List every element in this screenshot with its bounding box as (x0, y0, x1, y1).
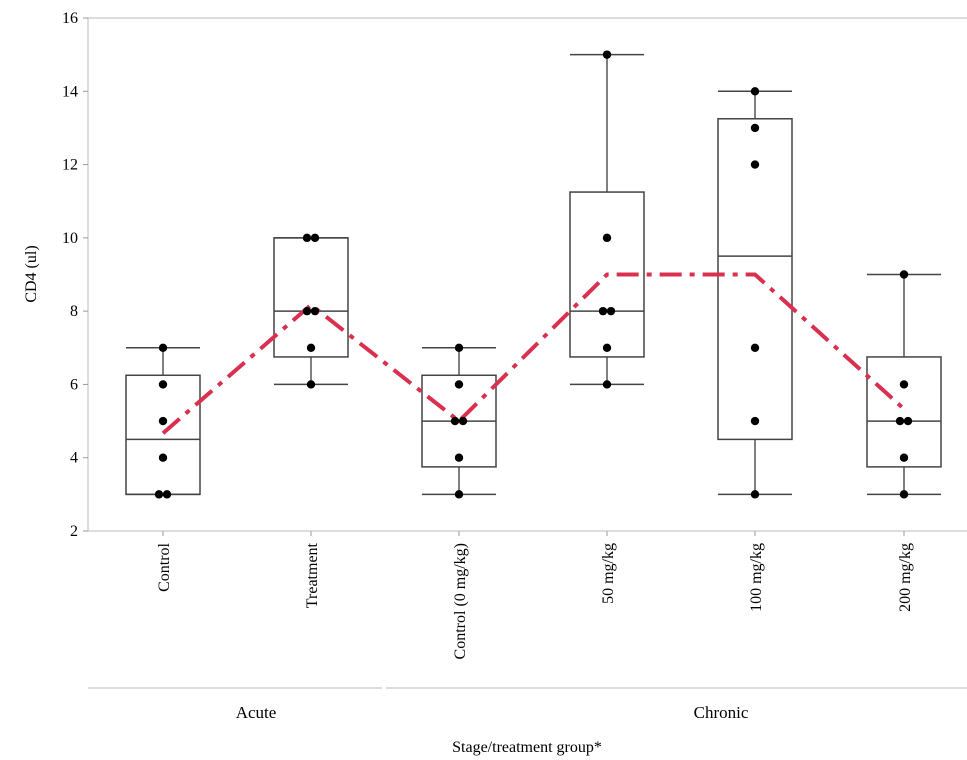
x-tick-label: 50 mg/kg (600, 543, 617, 604)
data-point (310, 306, 320, 316)
points-layer (154, 50, 913, 499)
x-axis: Control Treatment Control (0 mg/kg) 50 mg/k… (156, 531, 914, 659)
data-point (750, 160, 760, 169)
y-tick-label: 6 (70, 376, 78, 393)
data-point (895, 416, 905, 426)
x-tick-label: Treatment (304, 542, 321, 608)
data-point (162, 490, 172, 499)
data-point (899, 270, 909, 279)
data-point (310, 233, 320, 243)
data-point (602, 50, 612, 59)
x-tick-label: 100 mg/kg (748, 543, 765, 612)
y-tick-label: 16 (62, 10, 78, 27)
y-tick-label: 12 (62, 157, 78, 174)
iqr-box (717, 118, 793, 441)
data-point (899, 490, 909, 499)
plot-frame (87, 17, 967, 532)
y-tick-label: 2 (70, 523, 78, 540)
group-axis: Acute Chronic (88, 687, 967, 722)
y-axis-title: CD4 (ul) (23, 245, 40, 302)
mean-line (161, 272, 906, 435)
data-point (750, 123, 760, 133)
x-tick-label: 200 mg/kg (897, 543, 914, 612)
data-point (306, 380, 316, 389)
x-tick-label: Control (0 mg/kg) (452, 543, 469, 659)
data-point (903, 416, 913, 426)
data-point (750, 490, 760, 499)
data-point (899, 380, 909, 389)
data-point (158, 380, 168, 389)
data-point (154, 490, 164, 499)
group-label: Acute (236, 703, 277, 722)
iqr-box (866, 356, 942, 468)
data-point (602, 343, 612, 352)
data-point (602, 233, 612, 243)
data-point (158, 416, 168, 426)
data-point (602, 380, 612, 389)
data-point (454, 380, 464, 389)
x-axis-title: Stage/treatment group* (452, 739, 602, 756)
iqr-box (569, 191, 645, 358)
data-point (158, 453, 168, 462)
data-point (302, 306, 312, 316)
y-tick-label: 10 (62, 230, 78, 247)
data-point (450, 416, 460, 426)
data-point (598, 306, 608, 316)
data-point (306, 343, 316, 352)
data-point (454, 453, 464, 462)
data-point (750, 87, 760, 96)
mean-line-layer (161, 272, 906, 435)
y-tick-label: 8 (70, 303, 78, 320)
x-tick-label: Control (156, 542, 173, 591)
data-point (454, 343, 464, 352)
y-axis: 2 4 6 8 10 12 14 16 (62, 10, 88, 540)
data-point (158, 343, 168, 352)
group-label: Chronic (694, 703, 749, 722)
y-tick-label: 14 (62, 83, 78, 100)
data-point (458, 416, 468, 426)
data-point (750, 343, 760, 352)
data-point (302, 233, 312, 243)
y-tick-label: 4 (70, 450, 78, 467)
data-point (899, 453, 909, 462)
data-point (454, 490, 464, 499)
data-point (750, 416, 760, 426)
data-point (606, 306, 616, 316)
